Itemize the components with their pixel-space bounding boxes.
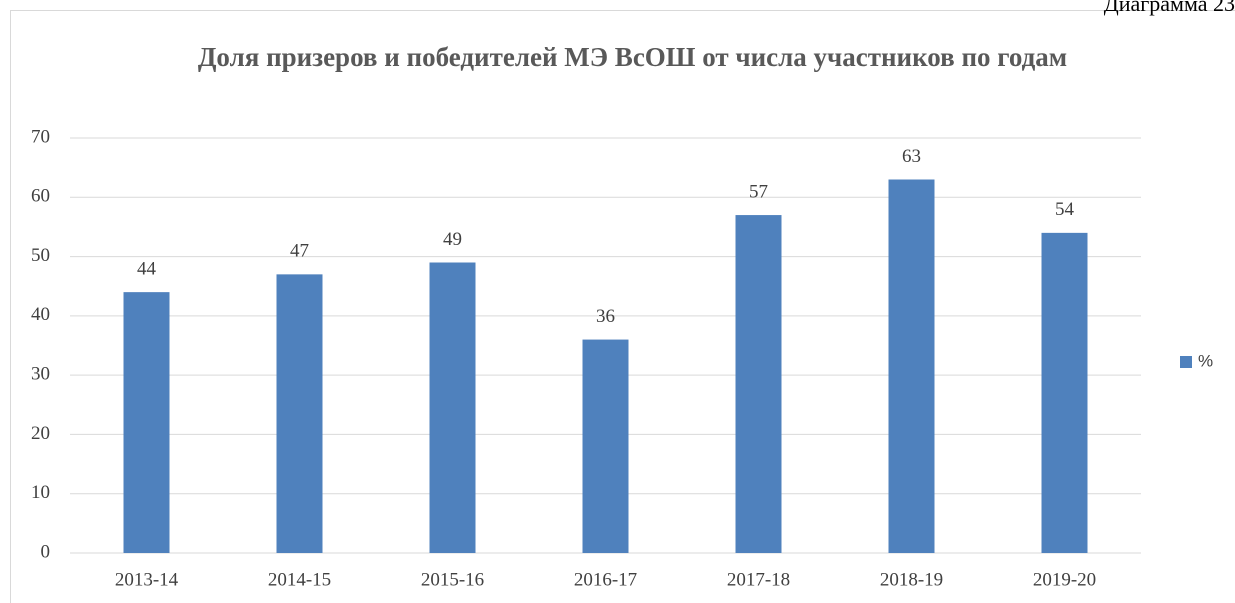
bar (582, 339, 629, 553)
chart-title: Доля призеров и победителей МЭ ВсОШ от ч… (197, 42, 1068, 72)
data-label: 63 (902, 146, 921, 167)
data-label: 54 (1055, 199, 1075, 220)
x-tick-label: 2015-16 (421, 569, 484, 590)
x-tick-label: 2016-17 (574, 569, 637, 590)
y-tick-label: 10 (31, 482, 50, 503)
x-tick-label: 2014-15 (268, 569, 331, 590)
data-label: 49 (443, 229, 462, 250)
x-tick-label: 2017-18 (727, 569, 790, 590)
caption: Диаграмма 23 (1103, 0, 1235, 16)
data-label: 47 (290, 241, 309, 262)
chart-border (10, 10, 1235, 603)
legend-marker (1180, 356, 1192, 368)
bar (1041, 232, 1088, 553)
x-tick-label: 2019-20 (1033, 569, 1096, 590)
bar (276, 274, 323, 553)
y-tick-label: 70 (31, 126, 50, 147)
y-tick-label: 30 (31, 364, 50, 385)
y-tick-label: 0 (41, 541, 51, 562)
y-tick-label: 60 (31, 186, 50, 207)
x-tick-label: 2013-14 (115, 569, 179, 590)
y-tick-label: 20 (31, 423, 50, 444)
x-tick-label: 2018-19 (880, 569, 943, 590)
bar (735, 215, 782, 554)
data-label: 57 (749, 181, 768, 202)
data-label: 44 (137, 259, 157, 280)
y-tick-label: 50 (31, 245, 50, 266)
bar (429, 262, 476, 553)
data-label: 36 (596, 306, 615, 327)
bar (888, 179, 935, 553)
bar (123, 292, 170, 553)
legend-label: % (1198, 351, 1213, 370)
y-tick-label: 40 (31, 304, 50, 325)
